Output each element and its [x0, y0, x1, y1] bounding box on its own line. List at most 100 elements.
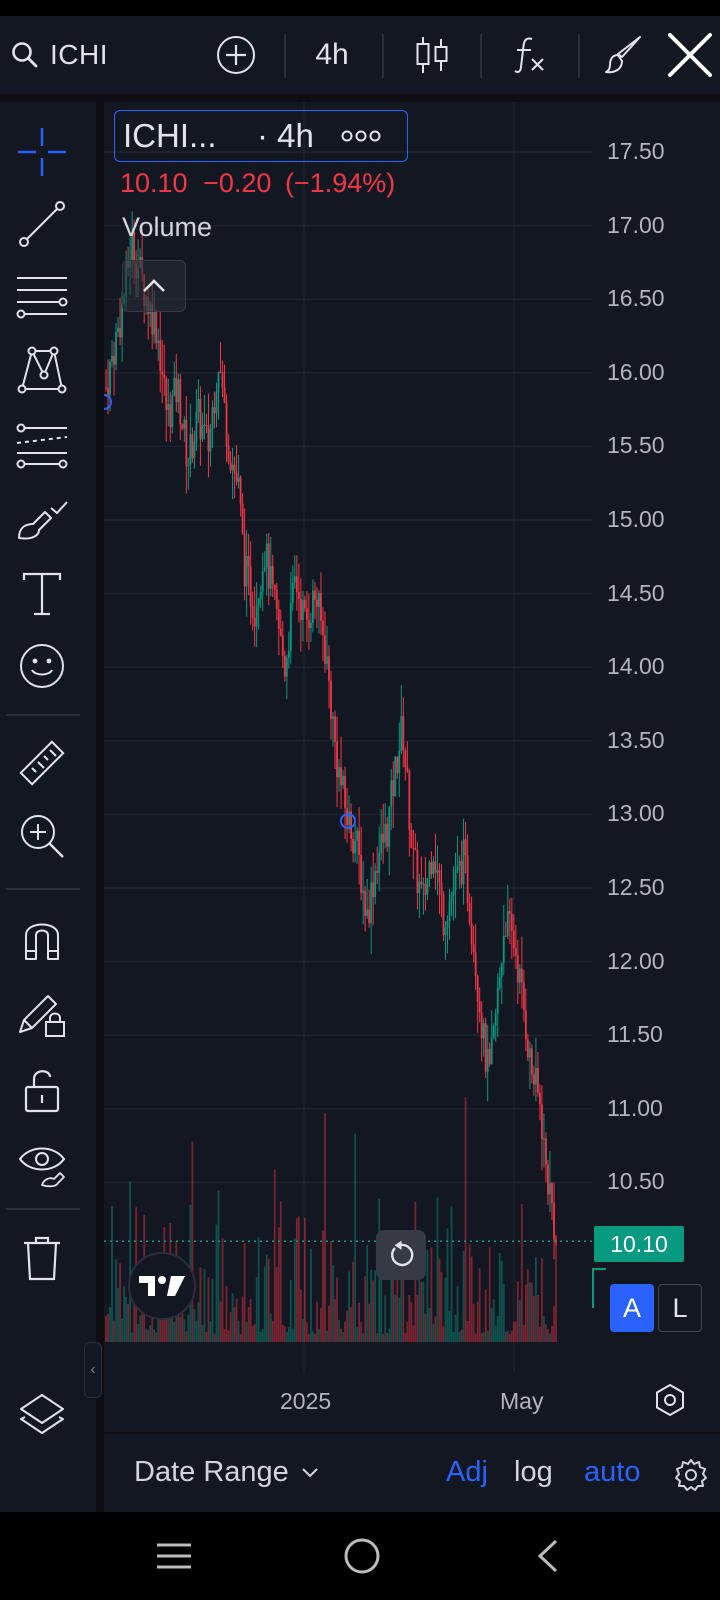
hexagon-settings-icon[interactable] — [652, 1382, 688, 1418]
measure-tool[interactable] — [14, 736, 70, 792]
collapse-toolbar-button[interactable]: ‹ — [84, 1342, 102, 1398]
volume-bar — [516, 1281, 519, 1342]
tradingview-logo[interactable] — [128, 1252, 196, 1320]
menu-lines-icon — [157, 1543, 191, 1569]
candle — [312, 579, 314, 633]
volume-bar — [207, 1277, 210, 1342]
volume-bar — [442, 1326, 445, 1342]
indicators-button[interactable] — [502, 16, 558, 94]
candle — [243, 508, 246, 601]
candle — [486, 1024, 489, 1102]
crosshair-icon — [18, 128, 66, 176]
auto-button[interactable]: auto — [584, 1456, 641, 1488]
reset-chart-button[interactable] — [376, 1230, 426, 1280]
collapse-legend-button[interactable] — [122, 260, 186, 312]
volume-bar — [299, 1289, 302, 1342]
volume-bar — [113, 1320, 115, 1342]
zoom-in-tool[interactable] — [14, 808, 70, 864]
symbol-search-button[interactable]: ICHI — [0, 16, 200, 94]
price-axis-label: 12.50 — [607, 874, 665, 900]
volume-bar — [346, 1310, 348, 1342]
text-tool[interactable] — [14, 566, 70, 622]
volume-bar — [213, 1333, 216, 1342]
volume-bar — [308, 1333, 310, 1342]
candle — [416, 841, 419, 910]
emoji-tool[interactable] — [14, 638, 70, 694]
chart-canvas[interactable] — [104, 102, 720, 1372]
time-axis[interactable]: 2025 May — [104, 1372, 720, 1432]
unlock-icon — [24, 1070, 60, 1113]
volume-bar — [462, 1250, 465, 1342]
log-scale-button[interactable]: L — [658, 1284, 702, 1332]
drawing-brush-button[interactable] — [596, 16, 652, 94]
legend-change-percent: (−1.94%) — [284, 168, 396, 198]
candle — [209, 423, 212, 467]
volume-bar — [420, 1282, 423, 1342]
volume-bar — [314, 1333, 316, 1342]
more-options-icon[interactable] — [340, 128, 382, 144]
candle — [420, 856, 423, 889]
unlock-tool[interactable] — [14, 1062, 70, 1118]
crosshair-tool[interactable] — [14, 124, 70, 180]
candle — [297, 563, 300, 623]
date-range-button[interactable]: Date Range — [134, 1456, 319, 1489]
candle — [303, 595, 306, 613]
volume-bar — [281, 1324, 284, 1342]
candle — [484, 1017, 487, 1078]
symbol-legend[interactable]: ICHI... · 4h — [114, 110, 408, 162]
volume-bar — [141, 1310, 144, 1342]
chart-pane[interactable]: ICHI... · 4h 10.10 −0.20 (−1.94%) Volume… — [104, 102, 720, 1372]
candle — [233, 456, 236, 499]
forecast-tool[interactable] — [14, 418, 70, 474]
event-marker — [340, 813, 356, 829]
volume-bar — [390, 1251, 393, 1342]
candle — [490, 1010, 493, 1065]
candle — [456, 835, 459, 874]
candle — [301, 591, 304, 642]
remove-drawings-tool[interactable] — [14, 1230, 70, 1286]
volume-bar — [486, 1330, 489, 1342]
candle — [553, 1182, 555, 1260]
back-button[interactable] — [518, 1532, 578, 1580]
chart-type-button[interactable] — [404, 16, 460, 94]
candle — [185, 396, 188, 494]
volume-bar — [350, 1306, 352, 1342]
volume-bar — [253, 1323, 256, 1342]
candle — [496, 973, 499, 1038]
candle — [404, 747, 407, 781]
volume-bar — [522, 1325, 525, 1342]
settings-gear-icon[interactable] — [674, 1458, 708, 1492]
trend-line-tool[interactable] — [14, 196, 70, 252]
log-button[interactable]: log — [514, 1456, 553, 1488]
candle — [412, 829, 415, 880]
pattern-tool[interactable] — [14, 342, 70, 398]
object-tree-tool[interactable] — [14, 1386, 70, 1442]
candle — [219, 342, 222, 374]
brush-tool[interactable] — [14, 494, 70, 550]
fib-retracement-tool[interactable] — [14, 268, 70, 324]
lock-drawings-tool[interactable] — [14, 986, 70, 1042]
close-button[interactable] — [660, 16, 720, 94]
volume-bar — [318, 1329, 320, 1342]
auto-scale-button[interactable]: A — [610, 1284, 654, 1332]
recent-apps-button[interactable] — [144, 1532, 204, 1580]
candle — [480, 1001, 483, 1062]
add-symbol-button[interactable] — [208, 16, 264, 94]
interval-button[interactable]: 4h — [315, 38, 349, 71]
candle — [165, 375, 168, 442]
candle — [342, 770, 344, 790]
candle — [267, 533, 270, 606]
brush-check-icon — [18, 501, 68, 540]
chart-grid — [104, 102, 592, 1372]
tradingview-logo-icon — [139, 1276, 185, 1296]
adj-button[interactable]: Adj — [446, 1456, 488, 1488]
volume-bar — [115, 1259, 117, 1342]
volume-bar — [448, 1310, 451, 1342]
candle — [249, 541, 252, 625]
zoom-in-icon — [21, 815, 64, 858]
volume-bar — [231, 1293, 234, 1342]
home-button[interactable] — [332, 1532, 392, 1580]
hide-drawings-tool[interactable] — [14, 1136, 70, 1192]
candle — [271, 554, 274, 598]
magnet-mode-tool[interactable] — [14, 910, 70, 966]
